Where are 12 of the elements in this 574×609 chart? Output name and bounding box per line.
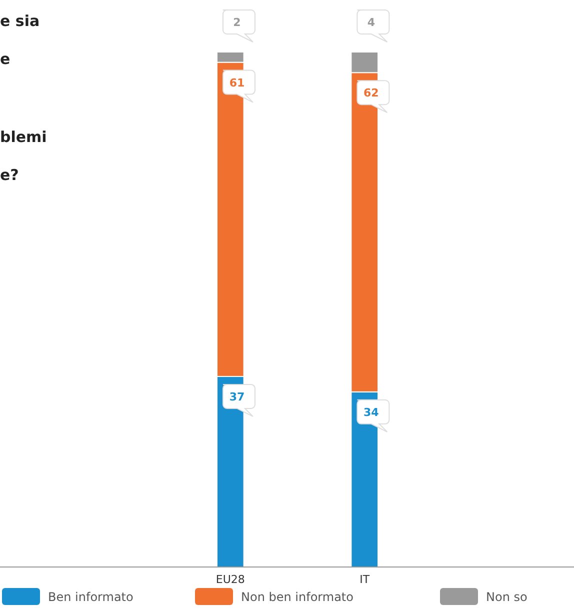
legend-label: Non ben informato bbox=[241, 590, 354, 604]
data-label: 2 bbox=[233, 16, 241, 29]
data-label: 4 bbox=[367, 16, 376, 29]
data-label: 61 bbox=[229, 76, 245, 90]
data-label: 37 bbox=[229, 390, 245, 404]
chart-title: e sia e blemi e? bbox=[0, 12, 47, 184]
x-tick-label: EU28 bbox=[216, 573, 245, 586]
data-label: 34 bbox=[364, 406, 380, 419]
legend-label: Non so bbox=[486, 590, 528, 604]
legend-label: Ben informato bbox=[48, 590, 134, 604]
x-tick-label: IT bbox=[360, 573, 370, 586]
data-label: 62 bbox=[364, 86, 379, 100]
